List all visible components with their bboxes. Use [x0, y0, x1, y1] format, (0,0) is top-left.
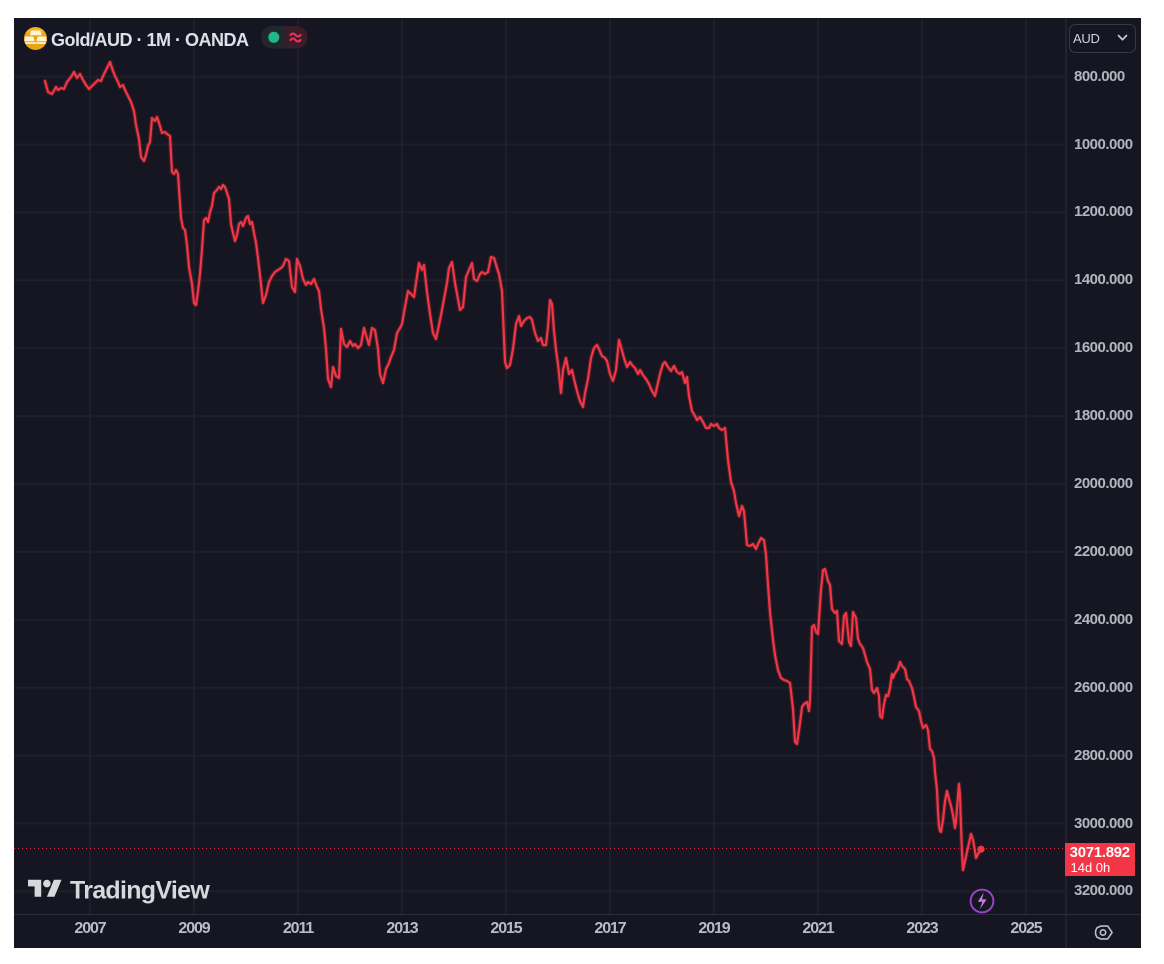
svg-text:AUD: AUD	[1073, 31, 1100, 46]
svg-text:TradingView: TradingView	[70, 877, 210, 905]
